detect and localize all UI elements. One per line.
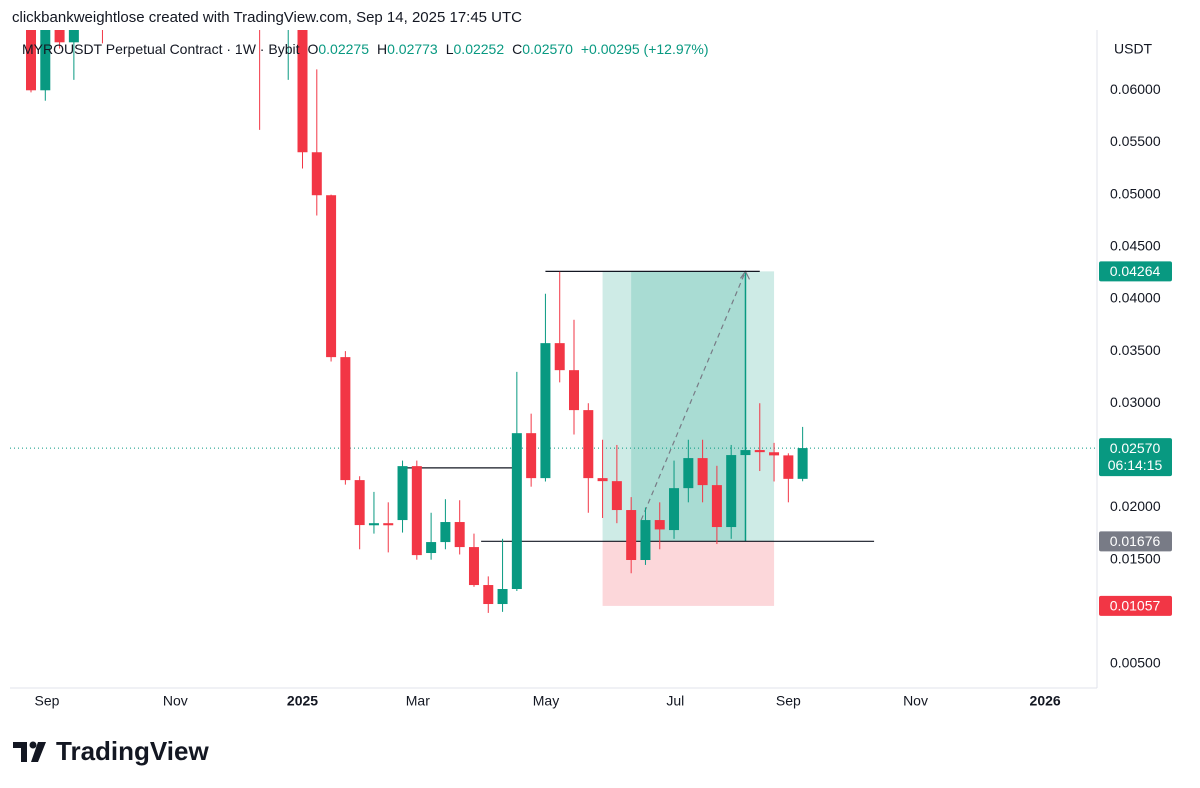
legend-key: C — [512, 41, 522, 57]
stop-badge: 0.01057 — [1110, 598, 1161, 614]
candle-body — [540, 343, 551, 479]
x-tick-label: Sep — [35, 693, 60, 709]
y-tick-label: 0.04500 — [1110, 237, 1161, 253]
candle-body — [340, 357, 351, 481]
target-badge-bg — [1099, 261, 1172, 282]
candle-body — [640, 520, 651, 561]
entry-badge: 0.01676 — [1110, 533, 1161, 549]
last-price-badge-bg — [1099, 438, 1172, 477]
legend-value: 0.02570 — [522, 41, 573, 57]
y-tick-label: 0.01500 — [1110, 550, 1161, 566]
candle-body — [697, 458, 708, 486]
candle-body — [769, 452, 780, 456]
candle-body — [626, 510, 637, 561]
candle-body — [283, 0, 293, 7]
x-tick-label: Sep — [776, 693, 801, 709]
candle-body — [654, 520, 665, 530]
legend-value: 0.02773 — [387, 41, 438, 57]
logo-text: TradingView — [56, 736, 209, 766]
candle-body — [483, 585, 494, 605]
legend-key: L — [446, 41, 454, 57]
candle-body — [326, 195, 337, 358]
candle-body — [611, 481, 622, 511]
candle-body — [397, 466, 408, 521]
legend-key: O — [307, 41, 318, 57]
candle-body — [54, 30, 65, 43]
candle-body — [669, 488, 680, 531]
candle-body — [526, 433, 537, 479]
currency: USDT — [1114, 41, 1153, 57]
y-tick-label: 0.05000 — [1110, 185, 1161, 201]
x-tick-label: Jul — [666, 693, 684, 709]
candle-body — [68, 30, 79, 43]
legend-value: 0.02275 — [318, 41, 369, 57]
legend: MYROUSDT Perpetual Contract · 1W · Bybit… — [22, 41, 709, 57]
candle-body — [311, 152, 322, 196]
candle-body — [440, 522, 451, 543]
logo-icon — [13, 741, 46, 762]
countdown: 06:14:15 — [1108, 457, 1163, 473]
candle-body — [454, 522, 465, 548]
x-tick-label: Nov — [163, 693, 188, 709]
candle-body — [511, 433, 522, 590]
x-tick-label: Nov — [903, 693, 928, 709]
header: clickbankweightlose created with Trading… — [12, 9, 522, 26]
y-tick-label: 0.00500 — [1110, 655, 1161, 671]
candle-body — [726, 455, 737, 528]
candle-body — [468, 547, 479, 586]
candle-body — [554, 343, 565, 371]
entry-badge-bg — [1099, 531, 1172, 552]
plot-area — [10, 0, 1097, 613]
candle-body — [683, 458, 694, 489]
last-price-label: 0.02570 — [1110, 440, 1161, 456]
y-tick-label: 0.06000 — [1110, 81, 1161, 97]
y-tick-label: 0.02000 — [1110, 498, 1161, 514]
candle-body — [368, 523, 379, 526]
candle-body — [740, 450, 751, 456]
stop-badge-bg — [1099, 595, 1172, 616]
candle-body — [583, 410, 594, 479]
candle-body — [497, 589, 508, 605]
y-tick-label: 0.05500 — [1110, 133, 1161, 149]
legend-key: H — [377, 41, 387, 57]
target-badge: 0.04264 — [1110, 263, 1161, 279]
x-tick-label: 2025 — [287, 693, 318, 709]
y-tick-label: 0.03000 — [1110, 394, 1161, 410]
legend-change: +0.00295 (+12.97%) — [581, 41, 709, 57]
x-tick-label: May — [533, 693, 559, 709]
y-tick-label: 0.04000 — [1110, 290, 1161, 306]
candle-body — [40, 30, 51, 91]
candle-body — [797, 448, 808, 479]
candle-body — [569, 370, 580, 411]
candle-body — [383, 523, 394, 526]
x-tick-label: Mar — [406, 693, 430, 709]
legend-title: MYROUSDT Perpetual Contract · 1W · Bybit — [22, 41, 300, 57]
candle-body — [597, 478, 608, 482]
x-tick-label: 2026 — [1030, 693, 1061, 709]
candle-body — [754, 450, 765, 453]
y-tick-label: 0.03500 — [1110, 342, 1161, 358]
candle-body — [297, 30, 308, 153]
candle-body — [783, 455, 794, 479]
candle-body — [411, 466, 422, 556]
candle-body — [426, 542, 437, 554]
candle-body — [711, 485, 722, 528]
candle-body — [354, 480, 365, 526]
candle-body — [26, 30, 37, 91]
legend-value: 0.02252 — [454, 41, 505, 57]
